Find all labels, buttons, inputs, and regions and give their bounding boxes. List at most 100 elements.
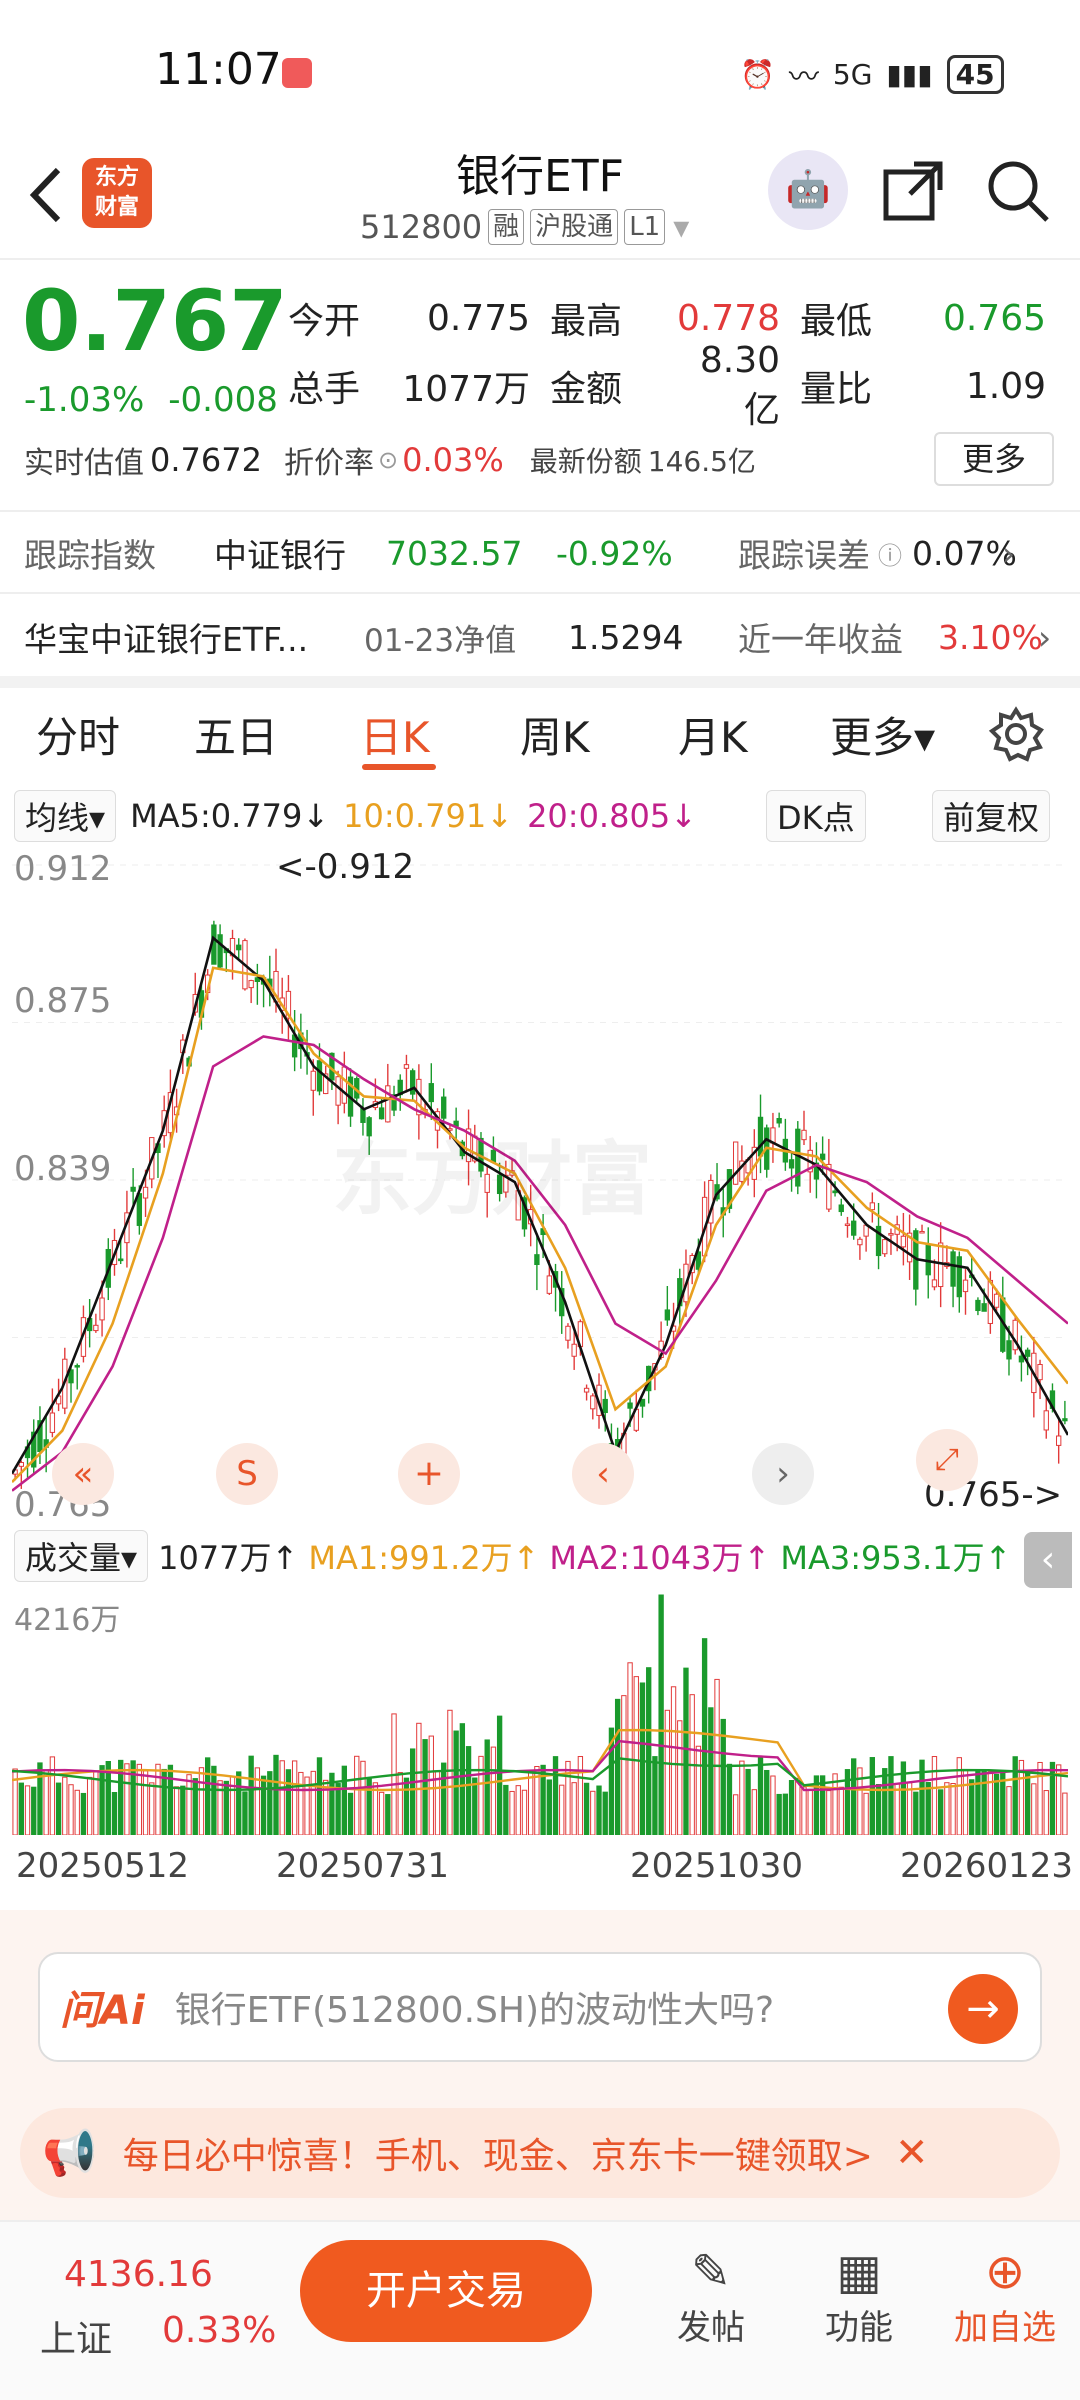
volume-bar xyxy=(1024,1770,1031,1836)
share-count-label: 最新份额 xyxy=(529,445,642,478)
trade-button[interactable]: 开户交易 xyxy=(300,2240,592,2342)
volume-bar xyxy=(173,1786,180,1836)
volume-bar xyxy=(739,1760,745,1836)
function-item[interactable]: ▦ 功能 xyxy=(804,2244,914,2349)
volume-bar xyxy=(602,1791,608,1836)
chevron-down-icon[interactable]: ▾ xyxy=(673,208,690,246)
candle-up xyxy=(826,1163,832,1210)
volume-label: 总手 xyxy=(288,369,361,410)
close-icon[interactable]: ✕ xyxy=(894,2130,929,2176)
volume-bar xyxy=(1031,1783,1037,1836)
volume-bar xyxy=(198,1767,205,1836)
assistant-avatar-icon[interactable]: 🤖 xyxy=(768,150,848,230)
post-item[interactable]: ✎ 发帖 xyxy=(656,2244,766,2349)
kline-chart[interactable]: 0.912 0.875 0.839 0.765 <-0.912 0.765-> … xyxy=(10,845,1070,1525)
tab-intraday[interactable]: 分时 xyxy=(36,713,121,762)
volume-bar xyxy=(285,1769,292,1836)
more-button[interactable]: 更多 xyxy=(934,432,1054,486)
amount-value: 8.30亿 xyxy=(699,339,780,431)
tab-five-day[interactable]: 五日 xyxy=(194,713,279,762)
amount-label: 金额 xyxy=(550,369,623,410)
ai-send-icon[interactable]: → xyxy=(948,1974,1018,2044)
period-tabs: 分时 五日 日K 周K 月K 更多▾ xyxy=(0,688,1080,778)
tracking-error-label: 跟踪误差 xyxy=(738,536,870,575)
nav-label: 01-23净值 xyxy=(364,622,517,659)
help-icon[interactable]: ⓘ xyxy=(878,541,902,570)
price-change: -1.03% -0.008 xyxy=(24,380,278,420)
open-label: 今开 xyxy=(288,301,361,342)
add-watchlist-item[interactable]: ⊕ 加自选 xyxy=(950,2244,1060,2349)
candle-down xyxy=(118,1258,124,1262)
volume-bar xyxy=(86,1776,93,1836)
quote-row-2: 总手 1077万 金额 8.30亿 量比 1.09 xyxy=(288,340,1058,431)
prev-icon[interactable]: ‹ xyxy=(572,1443,634,1505)
index-change: -0.92% xyxy=(556,533,673,573)
candle-down xyxy=(254,977,261,982)
volume-bar xyxy=(515,1785,521,1836)
battery-level: 45 xyxy=(955,57,995,91)
volume-selector[interactable]: 成交量▾ xyxy=(14,1530,149,1582)
volume-bar xyxy=(130,1760,136,1836)
tab-weekly-k[interactable]: 周K xyxy=(520,713,590,762)
post-label: 发帖 xyxy=(677,2308,745,2348)
linked-fund-row[interactable]: 华宝中证银行ETF... 01-23净值 1.5294 近一年收益 3.10% … xyxy=(24,612,1064,662)
rewind-icon[interactable]: « xyxy=(52,1443,114,1505)
ma-toolbar: 均线▾ MA5:0.779↓ 10:0.791↓ 20:0.805↓ xyxy=(14,790,697,842)
promo-banner[interactable]: 📢 每日必中惊喜！手机、现金、京东卡一键领取> ✕ xyxy=(20,2108,1060,2198)
candle-up xyxy=(248,980,254,989)
index-value: 7032.57 xyxy=(386,533,523,573)
expand-icon[interactable]: ⤢ xyxy=(916,1429,978,1491)
signal-s-icon[interactable]: S xyxy=(216,1443,278,1505)
candle-up xyxy=(403,1064,410,1069)
tab-more[interactable]: 更多▾ xyxy=(830,713,936,762)
candle-down xyxy=(1006,1340,1012,1360)
volume-bar xyxy=(465,1746,472,1836)
search-icon[interactable] xyxy=(985,158,1051,228)
edit-icon: ✎ xyxy=(690,2244,732,2300)
max-price-marker: <-0.912 xyxy=(276,847,415,887)
change-amount: -0.008 xyxy=(168,380,278,420)
dots-icon[interactable]: ⊙ xyxy=(377,446,399,474)
share-icon[interactable] xyxy=(880,158,946,228)
sh-index-change[interactable]: 0.33% xyxy=(162,2310,277,2351)
volume-value: 1077万 xyxy=(402,369,530,410)
volume-chart[interactable]: 4216万 xyxy=(11,1585,1069,1836)
tab-daily-k[interactable]: 日K xyxy=(360,713,430,762)
volume-bar xyxy=(496,1715,503,1836)
candle-up xyxy=(869,1202,876,1211)
volume-bar xyxy=(204,1757,211,1836)
sh-index-value[interactable]: 4136.16 xyxy=(64,2254,213,2295)
volume-bar xyxy=(1049,1761,1056,1836)
date-label-3: 20251030 xyxy=(630,1846,804,1886)
candle-down xyxy=(627,1402,633,1409)
volume-bar xyxy=(291,1760,298,1836)
gear-icon[interactable] xyxy=(988,706,1044,766)
candle-down xyxy=(217,934,223,968)
volume-bar xyxy=(583,1782,590,1836)
candle-up xyxy=(732,1141,739,1185)
volume-bar xyxy=(403,1777,410,1836)
volume-bar xyxy=(347,1792,354,1836)
next-icon[interactable]: › xyxy=(752,1443,814,1505)
candle-down xyxy=(956,1256,962,1298)
candle-up xyxy=(844,1223,851,1227)
ma-line-ma5 xyxy=(10,935,1070,1475)
chevron-right-icon: › xyxy=(1002,533,1016,573)
add-circle-icon: ⊕ xyxy=(984,2244,1026,2300)
candle-up xyxy=(962,1279,969,1293)
sh-index-name[interactable]: 上证 xyxy=(40,2319,113,2360)
dk-point-button[interactable]: DK点 xyxy=(766,790,866,842)
collapse-panel-icon[interactable]: ‹ xyxy=(1024,1532,1072,1588)
back-icon[interactable] xyxy=(22,160,82,230)
signal-icon: ▮▮▮ xyxy=(886,57,933,91)
ai-ask-bar[interactable]: 问Ai 银行ETF(512800.SH)的波动性大吗? → xyxy=(38,1952,1042,2062)
volume-ma-line xyxy=(11,1728,1069,1792)
ma-selector[interactable]: 均线▾ xyxy=(14,790,117,842)
zoom-in-icon[interactable]: + xyxy=(398,1443,460,1505)
candle-down xyxy=(813,1162,820,1180)
volume-bar xyxy=(658,1594,664,1836)
tab-monthly-k[interactable]: 月K xyxy=(678,713,748,762)
adjust-button[interactable]: 前复权 xyxy=(932,790,1051,842)
tracking-row[interactable]: 跟踪指数 中证银行 7032.57 -0.92% 跟踪误差 ⓘ 0.07% › xyxy=(24,528,1064,578)
ai-placeholder[interactable]: 银行ETF(512800.SH)的波动性大吗? xyxy=(174,1990,775,2031)
